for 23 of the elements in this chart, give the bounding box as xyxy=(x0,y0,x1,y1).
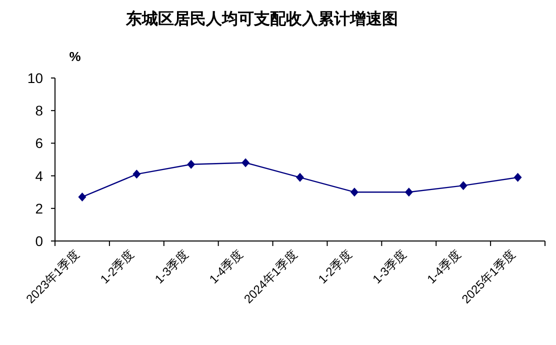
point xyxy=(132,170,141,179)
y-tick-label: 6 xyxy=(35,135,44,152)
y-tick-label: 4 xyxy=(35,168,44,184)
x-tick-label: 1-2季度 xyxy=(315,247,355,286)
point xyxy=(296,172,304,182)
point xyxy=(514,172,522,182)
x-tick-label: 1-3季度 xyxy=(152,247,192,286)
y-tick-label: 2 xyxy=(35,200,44,216)
point xyxy=(350,188,358,197)
x-tick-label: 1-3季度 xyxy=(370,247,410,286)
y-tick-label: 10 xyxy=(27,70,44,86)
point xyxy=(404,188,413,197)
y-tick-label: 0 xyxy=(35,233,44,249)
point xyxy=(242,158,250,168)
point xyxy=(78,192,86,202)
point xyxy=(459,181,468,190)
y-tick-label: 8 xyxy=(35,102,44,119)
x-tick-label: 1-4季度 xyxy=(206,247,246,286)
y-axis-title: % xyxy=(69,49,82,64)
x-tick-label: 1-4季度 xyxy=(424,247,464,286)
point xyxy=(187,160,196,169)
x-tick-label: 1-2季度 xyxy=(98,247,137,286)
chart-title: 东城区居民人均可支配收入累计增速图 xyxy=(125,9,398,28)
